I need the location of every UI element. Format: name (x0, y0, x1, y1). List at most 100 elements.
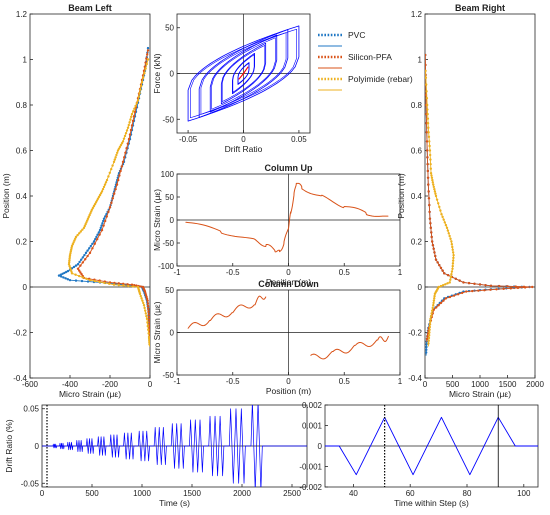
panel-beam-left: -600 -400 -200 0 -0.4 -0.2 0 0.2 0.4 0.6 0.8 1 1.2 Be… (1, 3, 153, 399)
series-point-polyimide-rebar (145, 62, 148, 66)
series-point-pvc (99, 226, 103, 230)
series-point-silicon-pfa (78, 269, 81, 272)
series-point-pvc (101, 222, 104, 225)
series-point-silicon-pfa (483, 288, 486, 292)
series-point-silicon-pfa (426, 156, 429, 159)
series-point-polyimide-rebar (441, 283, 445, 287)
series-point-polyimide-rebar (451, 267, 454, 270)
series-point-polyimide-rebar (107, 175, 110, 178)
series-point-silicon-pfa (425, 337, 429, 341)
series-point-pvc (100, 224, 103, 227)
series-point-silicon-pfa (114, 187, 117, 191)
y-tick-label: 0.05 (23, 405, 39, 414)
x-axis-label: Time (s) (159, 498, 190, 508)
series-point-silicon-pfa (426, 149, 429, 152)
series-point-polyimide-rebar (426, 103, 429, 107)
series-point-polyimide-rebar (116, 151, 119, 154)
series-point-polyimide-rebar (448, 234, 451, 238)
series-point-polyimide-rebar (125, 129, 129, 132)
series-point-silicon-pfa (148, 326, 150, 330)
series-point-silicon-pfa (430, 240, 434, 243)
series-point-silicon-pfa (443, 272, 446, 275)
series-point-silicon-pfa (433, 251, 436, 254)
series-point-polyimide-rebar (139, 88, 142, 91)
x-tick-label: 2000 (526, 380, 544, 389)
series-point-silicon-pfa (147, 310, 150, 313)
x-axis-label: Position (m) (266, 277, 312, 287)
series-point-polyimide-rebar (441, 215, 444, 219)
series-point-silicon-pfa (133, 110, 137, 114)
series-point-silicon-pfa (146, 302, 150, 305)
series-point-polyimide-rebar (425, 96, 429, 100)
series-point-silicon-pfa (122, 282, 125, 286)
series-point-silicon-pfa (130, 283, 134, 286)
series-point-polyimide-rebar (101, 187, 105, 191)
series-point-polyimide-rebar (98, 280, 101, 284)
series-point-silicon-pfa (108, 206, 112, 209)
series-point-polyimide-rebar (68, 257, 71, 260)
series-point-polyimide-rebar (110, 167, 113, 171)
series-point-silicon-pfa (462, 281, 465, 284)
series-point-polyimide-rebar (89, 212, 92, 215)
series-point-pvc (74, 264, 78, 267)
series-point-polyimide-rebar (68, 253, 72, 257)
series-point-silicon-pfa (146, 49, 150, 52)
series-point-polyimide-rebar (429, 314, 433, 318)
x-tick-label: -0.05 (179, 135, 198, 144)
series-point-silicon-pfa (130, 124, 134, 127)
series-point-silicon-pfa (427, 190, 430, 193)
panel-drift-step: 40 60 80 100 -0.002 -0.001 0 0.001 0.002 Time wit… (299, 401, 539, 508)
x-axis-label: Drift Ratio (225, 144, 263, 154)
y-tick-label: 1 (23, 56, 28, 65)
series-point-silicon-pfa (425, 140, 429, 143)
y-axis-label: Position (m) (396, 173, 406, 219)
series-point-polyimide-rebar (81, 276, 85, 279)
y-tick-label: 100 (161, 170, 175, 179)
y-tick-label: -0.001 (299, 463, 322, 472)
series-point-polyimide-rebar (79, 230, 83, 233)
series-point-pvc (63, 271, 66, 275)
series-point-polyimide-rebar (69, 252, 72, 255)
series-point-polyimide-rebar (450, 240, 453, 243)
series-point-silicon-pfa (531, 285, 534, 289)
series-point-polyimide-rebar (426, 122, 430, 125)
series-point-polyimide-rebar (429, 167, 433, 170)
series-point-polyimide-rebar (425, 83, 428, 86)
series-point-polyimide-rebar (452, 256, 455, 260)
series-point-silicon-pfa (145, 295, 148, 299)
x-tick-label: 1500 (183, 489, 201, 498)
series-point-polyimide-rebar (72, 241, 75, 244)
series-point-silicon-pfa (498, 284, 501, 288)
series-point-polyimide-rebar (451, 264, 454, 268)
x-tick-label: 0.5 (339, 377, 351, 386)
series-point-polyimide-rebar (127, 123, 130, 127)
series-point-silicon-pfa (444, 297, 448, 300)
series-point-polyimide-rebar (432, 299, 436, 302)
panel-column-up: -1 -0.5 0 0.5 1 -100 -50 0 50 100 Column Up Positio… (152, 163, 403, 287)
series-point-polyimide-rebar (138, 91, 141, 95)
step-drift-line (325, 416, 538, 476)
x-tick-label: 1000 (471, 380, 489, 389)
series-point-polyimide-rebar (139, 294, 142, 298)
x-axis-label: Micro Strain (με) (449, 389, 511, 399)
series-point-polyimide-rebar (431, 306, 434, 310)
series-point-silicon-pfa (76, 267, 80, 270)
series-point-polyimide-rebar (130, 115, 133, 119)
series-point-polyimide-rebar (68, 259, 71, 262)
hysteresis-loop-repeat (232, 54, 255, 93)
series-point-pvc (425, 345, 428, 349)
column-down-strain-segment (310, 335, 389, 360)
series-point-silicon-pfa (143, 290, 147, 293)
legend-label-pvc-dot: PVC (348, 30, 365, 40)
y-tick-label: -0.002 (299, 483, 322, 492)
series-point-silicon-pfa (84, 258, 87, 261)
axes-frame (424, 13, 536, 379)
series-point-silicon-pfa (434, 258, 438, 261)
chart-title: Beam Right (455, 3, 505, 13)
y-tick-label: -50 (162, 239, 174, 248)
series-point-polyimide-rebar (99, 192, 103, 195)
series-point-silicon-pfa (438, 263, 441, 267)
series-point-polyimide-rebar (433, 187, 436, 191)
series-point-polyimide-rebar (451, 259, 455, 262)
y-tick-label: -0.4 (13, 374, 27, 383)
